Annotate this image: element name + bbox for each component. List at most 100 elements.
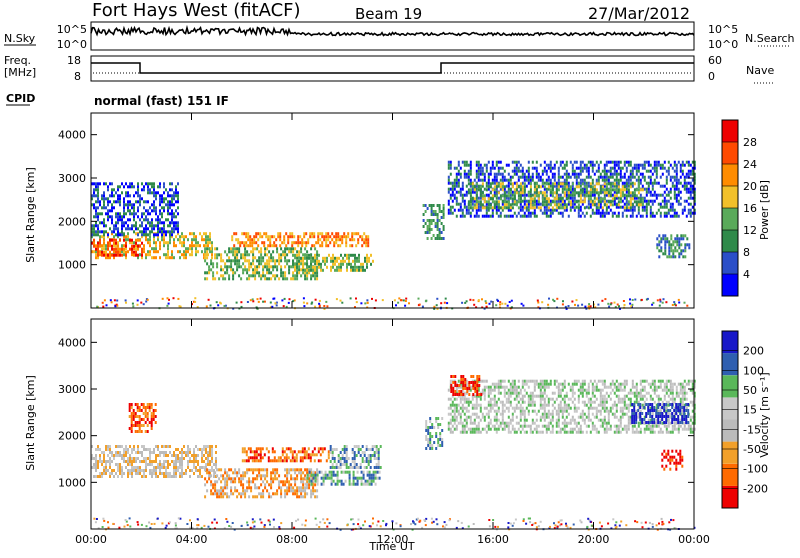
velocity-cell-4 xyxy=(378,463,380,466)
power-cell-7 xyxy=(678,188,680,191)
power-cell-0 xyxy=(175,235,177,238)
power-cell-8 xyxy=(588,197,590,200)
power-cell-8 xyxy=(570,203,572,206)
power-cell-7 xyxy=(588,161,590,164)
power-cell-9 xyxy=(670,237,672,240)
power-scatter-cell xyxy=(306,302,308,304)
velocity-cell-5 xyxy=(315,477,317,480)
power-y-axis-label: Slant Range [km] xyxy=(24,167,37,263)
power-cell-5 xyxy=(296,254,298,257)
velocity-cell-0 xyxy=(175,472,177,475)
power-cell-3 xyxy=(236,265,238,268)
power-cell-7 xyxy=(658,209,660,212)
power-cell-7 xyxy=(586,176,588,179)
power-cell-3 xyxy=(298,271,300,274)
power-cell-7 xyxy=(460,194,462,197)
power-cell-2 xyxy=(127,227,129,230)
power-scatter-cell xyxy=(440,302,442,304)
power-cell-2 xyxy=(137,200,139,203)
power-cell-7 xyxy=(568,215,570,218)
power-cell-6 xyxy=(433,213,435,216)
velocity-cell-0 xyxy=(197,475,199,478)
power-cell-2 xyxy=(113,224,115,227)
power-cell-7 xyxy=(568,173,570,176)
power-cell-5 xyxy=(328,254,330,257)
velocity-cell-0 xyxy=(105,472,107,475)
power-cell-7 xyxy=(666,206,668,209)
power-cell-7 xyxy=(488,176,490,179)
velocity-cell-1 xyxy=(135,403,137,406)
power-cell-2 xyxy=(163,191,165,194)
power-cell-5 xyxy=(324,260,326,263)
power-cell-5 xyxy=(352,260,354,263)
power-cell-8 xyxy=(562,206,564,209)
power-cell-3 xyxy=(212,265,214,268)
power-cell-7 xyxy=(624,164,626,167)
velocity-cell-0 xyxy=(191,454,193,457)
power-cell-3 xyxy=(236,256,238,259)
power-cell-7 xyxy=(674,176,676,179)
power-cell-8 xyxy=(490,182,492,185)
power-cell-5 xyxy=(304,257,306,260)
power-cell-7 xyxy=(560,164,562,167)
power-cell-4 xyxy=(259,235,261,238)
power-cell-7 xyxy=(570,197,572,200)
power-cell-8 xyxy=(530,194,532,197)
power-cell-2 xyxy=(163,221,165,224)
velocity-cell-4 xyxy=(380,445,382,448)
power-cell-2 xyxy=(159,203,161,206)
velocity-cell-5 xyxy=(343,471,345,474)
power-cell-7 xyxy=(646,203,648,206)
velocity-cell-7 xyxy=(450,431,452,434)
velocity-cell-2 xyxy=(244,474,246,477)
velocity-cell-3 xyxy=(328,450,330,453)
power-cell-4 xyxy=(231,238,233,241)
velocity-cell-2 xyxy=(260,495,262,498)
power-cell-7 xyxy=(464,164,466,167)
velocity-cell-2 xyxy=(300,471,302,474)
power-cell-2 xyxy=(151,224,153,227)
power-cell-7 xyxy=(486,164,488,167)
power-cell-7 xyxy=(606,176,608,179)
power-cell-3 xyxy=(270,259,272,262)
power-cell-2 xyxy=(127,185,129,188)
power-cell-7 xyxy=(626,167,628,170)
velocity-cell-2 xyxy=(260,492,262,495)
power-cell-7 xyxy=(524,176,526,179)
power-cell-8 xyxy=(620,197,622,200)
power-cell-5 xyxy=(330,257,332,260)
power-cell-8 xyxy=(480,200,482,203)
power-cell-0 xyxy=(167,244,169,247)
power-cell-7 xyxy=(672,182,674,185)
power-cell-4 xyxy=(307,241,309,244)
power-cell-5 xyxy=(338,263,340,266)
power-cell-7 xyxy=(484,176,486,179)
velocity-cell-2 xyxy=(278,480,280,483)
velocity-cell-3 xyxy=(256,447,258,450)
velocity-cell-2 xyxy=(220,486,222,489)
power-cell-9 xyxy=(664,237,666,240)
velocity-cell-2 xyxy=(210,474,212,477)
power-cell-0 xyxy=(105,250,107,253)
power-cell-7 xyxy=(554,209,556,212)
power-cell-7 xyxy=(630,170,632,173)
power-cell-7 xyxy=(564,173,566,176)
power-cell-7 xyxy=(500,173,502,176)
power-cell-3 xyxy=(252,250,254,253)
power-cell-4 xyxy=(267,244,269,247)
power-cell-7 xyxy=(572,206,574,209)
velocity-cell-0 xyxy=(127,472,129,475)
velocity-cell-0 xyxy=(123,451,125,454)
power-cell-5 xyxy=(356,266,358,269)
power-cell-2 xyxy=(153,188,155,191)
power-cell-9 xyxy=(670,243,672,246)
power-cell-2 xyxy=(177,206,179,209)
power-cell-6 xyxy=(441,231,443,234)
power-cell-2 xyxy=(119,185,121,188)
velocity-cell-0 xyxy=(123,460,125,463)
power-cell-8 xyxy=(638,200,640,203)
power-cell-6 xyxy=(429,228,431,231)
power-cell-6 xyxy=(429,222,431,225)
velocity-cell-7 xyxy=(472,398,474,401)
power-cell-7 xyxy=(652,215,654,218)
